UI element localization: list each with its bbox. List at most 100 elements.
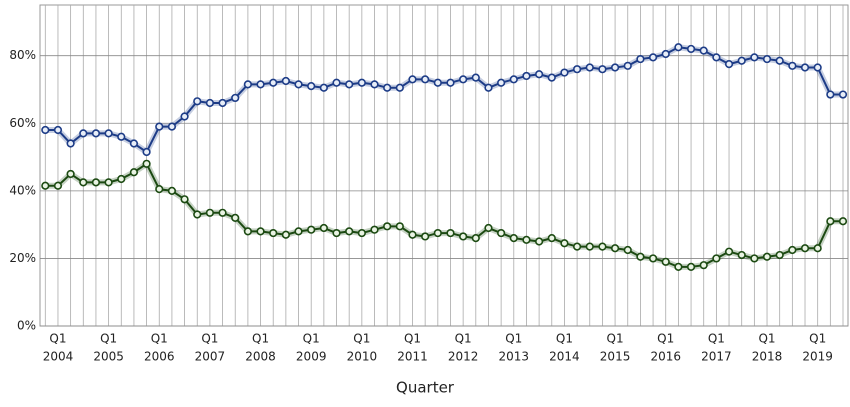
data-point (53, 125, 63, 135)
data-point (370, 225, 379, 234)
data-point (535, 237, 544, 246)
y-tick-label: 40% (9, 183, 36, 197)
data-point (712, 254, 721, 263)
data-point (547, 73, 556, 82)
x-tick-year: 2009 (296, 350, 327, 364)
data-point (636, 54, 645, 64)
data-point (737, 250, 746, 260)
data-point (636, 252, 645, 261)
x-tick-quarter: Q1 (49, 332, 66, 346)
data-point (459, 232, 468, 241)
data-point (446, 228, 455, 238)
data-point (129, 139, 139, 148)
data-point (79, 129, 88, 138)
data-point (585, 242, 594, 251)
data-point (205, 98, 215, 108)
data-point (155, 122, 164, 131)
x-tick-year: 2005 (93, 350, 124, 364)
x-tick-quarter: Q1 (455, 332, 472, 346)
series-line (45, 162, 843, 268)
x-tick-year: 2008 (245, 350, 276, 364)
data-point (269, 228, 278, 238)
data-point (699, 261, 708, 270)
data-point (661, 257, 670, 266)
data-point (167, 186, 177, 195)
data-point (269, 78, 278, 87)
data-point (762, 252, 772, 261)
data-point (218, 208, 227, 217)
data-point (357, 228, 366, 238)
data-point (813, 63, 822, 72)
data-point (788, 61, 797, 70)
data-point (598, 242, 607, 251)
data-point (497, 228, 506, 238)
x-tick-quarter: Q1 (404, 332, 421, 346)
data-point (509, 75, 518, 84)
data-point (408, 75, 417, 84)
data-point (610, 63, 620, 72)
x-tick-quarter: Q1 (151, 332, 168, 346)
data-point (623, 245, 632, 255)
data-point (142, 147, 151, 157)
x-tick-quarter: Q1 (201, 332, 218, 346)
data-point (281, 230, 290, 239)
data-point (623, 61, 632, 70)
data-point (686, 44, 696, 54)
data-point (484, 83, 493, 92)
x-axis-title: Quarter (396, 379, 455, 397)
data-point (155, 185, 164, 194)
data-point (243, 227, 252, 236)
data-point (243, 80, 252, 89)
data-point (762, 54, 772, 64)
x-tick-quarter: Q1 (252, 332, 269, 346)
x-tick-quarter: Q1 (657, 332, 674, 346)
data-point (41, 125, 50, 135)
data-point (193, 210, 202, 219)
data-point (383, 222, 392, 231)
x-tick-year: 2013 (499, 350, 530, 364)
data-point (560, 239, 569, 248)
data-point (395, 222, 404, 231)
data-point (383, 83, 392, 92)
data-point (180, 195, 189, 204)
data-point (800, 244, 810, 253)
data-point (535, 70, 544, 79)
data-point (332, 228, 341, 238)
data-point (800, 63, 810, 72)
data-point (750, 53, 759, 62)
data-point (421, 232, 430, 241)
data-point (129, 168, 139, 177)
x-tick-quarter: Q1 (353, 332, 370, 346)
data-point (231, 93, 240, 103)
data-point (560, 68, 569, 77)
data-point (661, 49, 670, 59)
data-point (66, 169, 75, 179)
data-point (307, 81, 316, 91)
data-point (91, 129, 101, 138)
data-point (724, 247, 734, 256)
data-point (345, 227, 354, 236)
x-tick-year: 2019 (802, 350, 833, 364)
data-point (307, 225, 316, 234)
data-point (408, 230, 417, 239)
data-point (180, 112, 189, 121)
data-point (395, 83, 404, 92)
data-point (838, 90, 848, 99)
x-tick-quarter: Q1 (758, 332, 775, 346)
y-tick-label: 20% (9, 251, 36, 265)
data-point (838, 217, 848, 226)
data-point (104, 178, 113, 187)
data-point (471, 73, 480, 82)
data-point (370, 80, 379, 89)
x-tick-year: 2006 (144, 350, 175, 364)
data-point (256, 80, 265, 89)
x-tick-year: 2012 (448, 350, 479, 364)
data-point (117, 132, 126, 141)
data-point (674, 43, 683, 52)
data-point (585, 63, 594, 72)
data-point (737, 56, 746, 65)
data-point (572, 65, 582, 74)
x-tick-year: 2010 (347, 350, 378, 364)
data-point (471, 234, 480, 243)
